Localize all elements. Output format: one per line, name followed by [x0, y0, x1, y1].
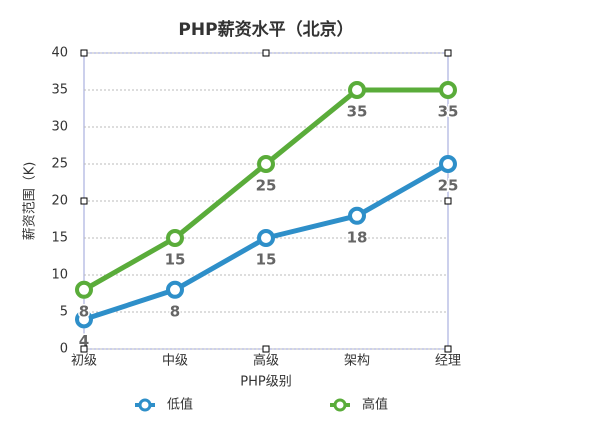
- data-label: 25: [438, 177, 459, 195]
- y-tick-label: 15: [51, 231, 68, 246]
- legend-marker: [333, 398, 347, 412]
- chart-title: PHP薪资水平（北京）: [178, 19, 353, 40]
- data-point: [439, 81, 457, 99]
- data-point: [439, 155, 457, 173]
- x-tick-label: 经理: [435, 354, 461, 369]
- data-point: [166, 229, 184, 247]
- handle: [262, 49, 270, 57]
- y-tick-label: 30: [51, 120, 68, 135]
- y-axis-title: 薪资范围（K): [23, 162, 38, 241]
- y-tick-label: 10: [51, 268, 68, 283]
- handle: [80, 197, 88, 205]
- y-tick-label: 25: [51, 157, 68, 172]
- x-tick-label: 架构: [344, 354, 370, 369]
- selection-handles: [80, 49, 452, 353]
- data-label: 35: [347, 103, 368, 121]
- handle: [444, 49, 452, 57]
- data-label: 18: [347, 228, 368, 246]
- x-axis-title: PHP级别: [240, 375, 291, 390]
- handle: [80, 49, 88, 57]
- data-point: [348, 81, 366, 99]
- y-tick-label: 5: [60, 305, 68, 320]
- data-point: [257, 229, 275, 247]
- data-label: 25: [256, 177, 277, 195]
- data-label: 8: [170, 302, 180, 320]
- y-tick-label: 40: [51, 46, 68, 61]
- data-label: 15: [165, 251, 186, 269]
- x-tick-label: 中级: [162, 354, 188, 369]
- data-point: [166, 280, 184, 299]
- handle: [80, 345, 88, 353]
- y-tick-label: 35: [51, 83, 68, 98]
- data-label: 8: [79, 302, 89, 320]
- legend-label: 高值: [362, 397, 388, 413]
- data-point: [75, 280, 93, 299]
- legend-label: 低值: [167, 397, 193, 413]
- handle: [444, 345, 452, 353]
- data-label: 15: [256, 251, 277, 269]
- legend-marker: [138, 398, 152, 412]
- data-point: [348, 206, 366, 225]
- data-point: [257, 155, 275, 173]
- handle: [262, 345, 270, 353]
- handle: [444, 197, 452, 205]
- x-tick-label: 高级: [253, 353, 279, 369]
- y-tick-label: 0: [60, 342, 68, 357]
- data-point: [75, 310, 93, 329]
- x-tick-label: 初级: [71, 354, 97, 369]
- y-tick-label: 20: [51, 194, 68, 209]
- data-label: 35: [438, 103, 459, 121]
